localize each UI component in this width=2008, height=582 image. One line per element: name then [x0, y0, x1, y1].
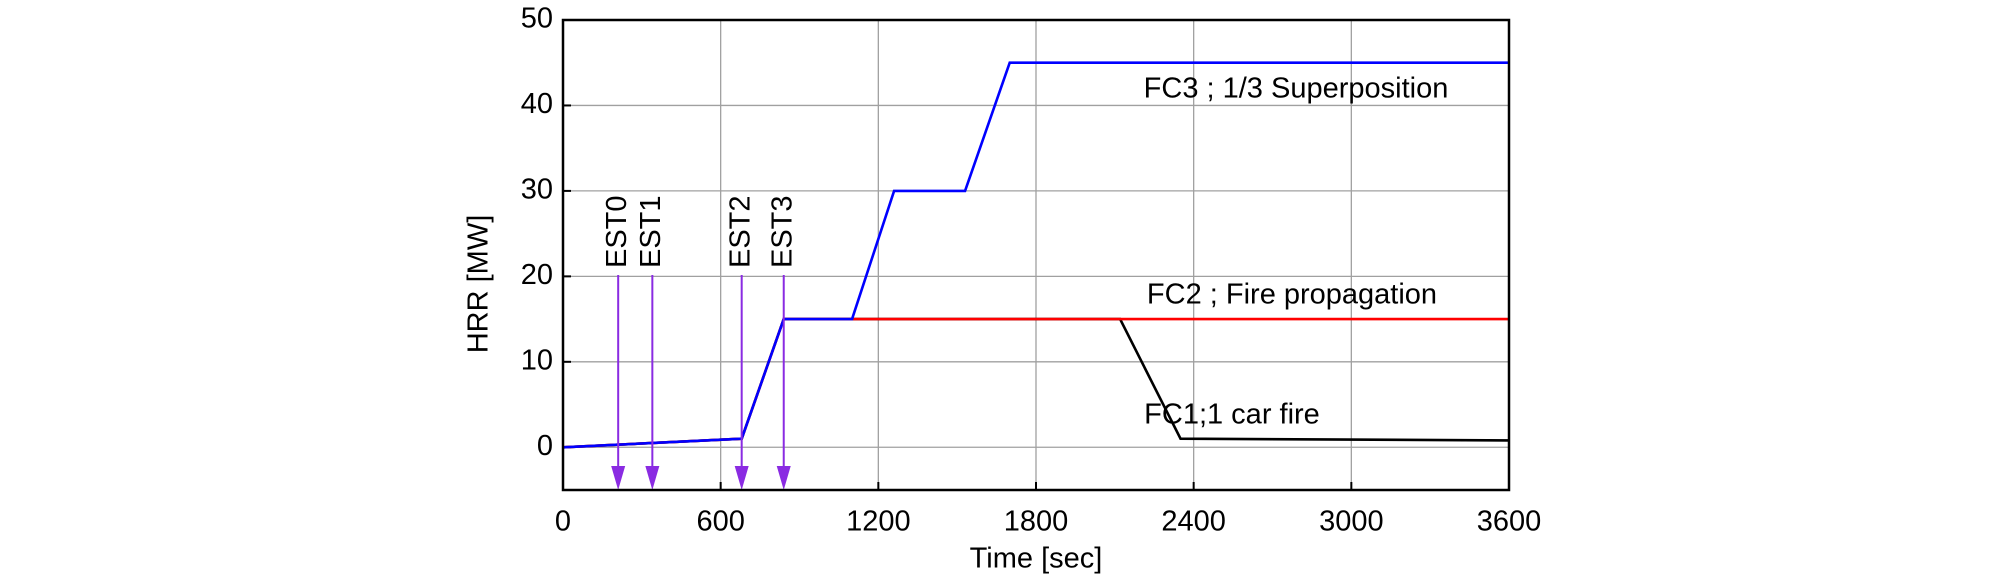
- marker-arrowhead: [776, 466, 791, 490]
- marker-label: EST3: [766, 195, 798, 268]
- marker-arrowhead: [645, 466, 660, 490]
- x-tick-label: 3600: [1477, 506, 1542, 538]
- y-tick-label: 20: [521, 259, 553, 291]
- series-line: [562, 61, 1509, 449]
- y-tick-label: 40: [521, 88, 553, 120]
- x-tick-label: 3000: [1319, 506, 1384, 538]
- x-tick-label: 1200: [846, 506, 911, 538]
- y-tick-label: 10: [521, 344, 553, 376]
- plot-frame: [561, 18, 1511, 492]
- x-axis-title: Time [sec]: [970, 543, 1103, 575]
- y-axis-title: HRR [MW]: [463, 215, 495, 354]
- marker-label: EST1: [635, 195, 667, 268]
- x-tick-label: 1800: [1004, 506, 1069, 538]
- x-tick-label: 2400: [1161, 506, 1226, 538]
- y-tick-label: 0: [537, 430, 553, 462]
- marker-arrowhead: [611, 466, 626, 490]
- marker-label: EST0: [601, 195, 633, 268]
- x-tick-label: 0: [555, 506, 571, 538]
- series-label: FC3 ; 1/3 Superposition: [1144, 73, 1449, 105]
- series-label: FC1;1 car fire: [1144, 399, 1320, 431]
- series-label: FC2 ; Fire propagation: [1147, 279, 1437, 311]
- x-tick-label: 600: [696, 506, 744, 538]
- y-tick-label: 50: [521, 3, 553, 35]
- marker-arrowhead: [734, 466, 749, 490]
- y-tick-label: 30: [521, 174, 553, 206]
- marker-label: EST2: [724, 195, 756, 268]
